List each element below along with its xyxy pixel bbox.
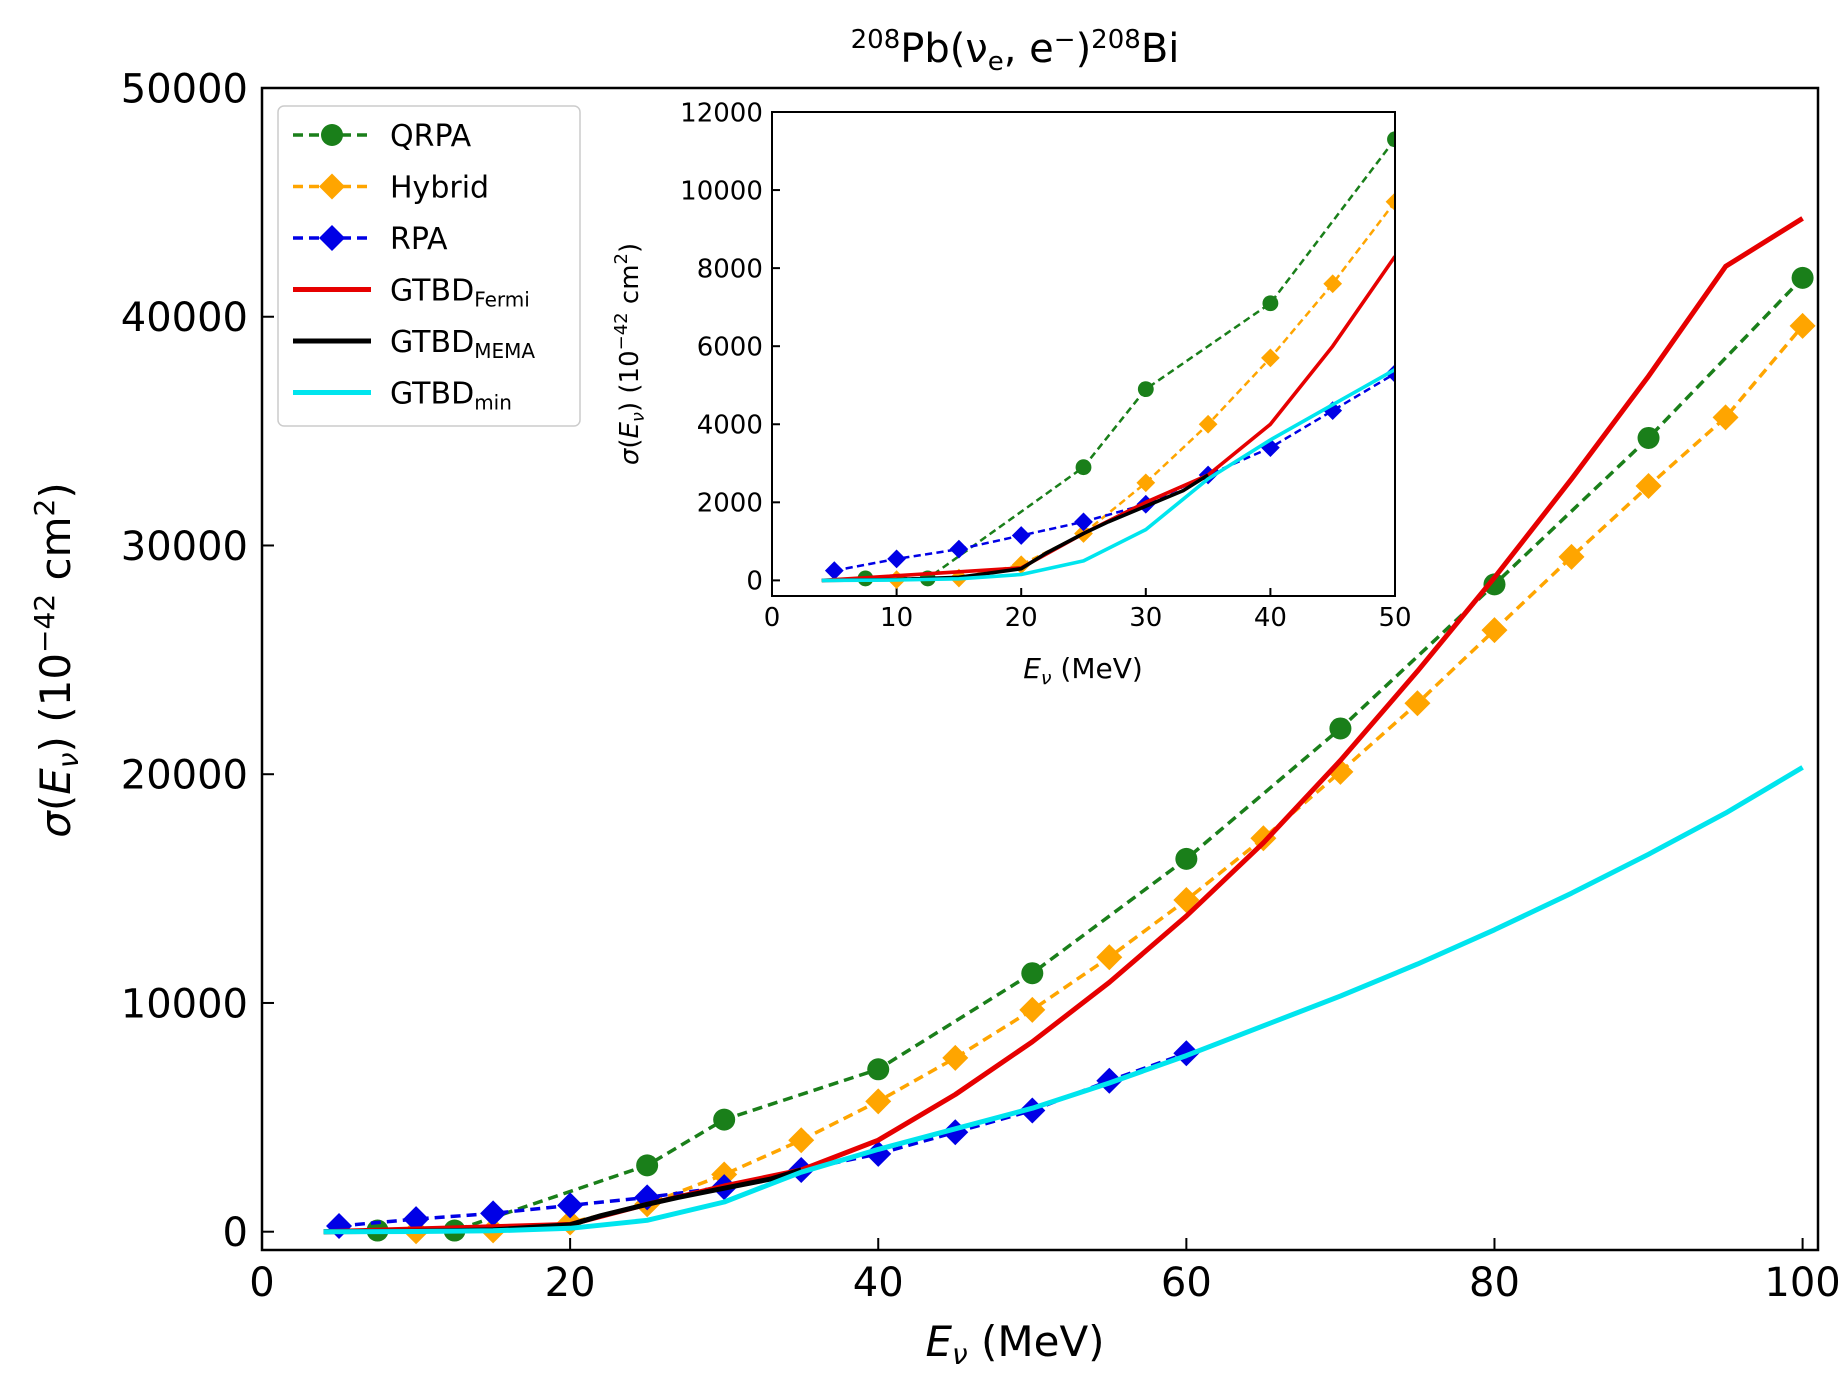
y-axis-label: σ(Eν) (10−42 cm2) (28, 482, 85, 837)
inset-data-point-rpa (1011, 526, 1031, 545)
x-tick-label: 100 (1764, 1260, 1838, 1306)
inset-data-point-hybrid (1385, 192, 1395, 212)
data-point-hybrid (1712, 404, 1739, 431)
data-point-qrpa (1483, 573, 1506, 596)
data-point-hybrid (942, 1044, 969, 1071)
inset-data-point-rpa (887, 549, 906, 569)
data-point-qrpa (636, 1154, 659, 1177)
inset-data-point-qrpa (1387, 131, 1395, 148)
inset-y-tick-label: 12000 (680, 98, 763, 128)
inset-x-tick-label: 20 (1005, 603, 1038, 633)
legend-label-hybrid: Hybrid (390, 171, 489, 206)
legend-label-gtbd_min: GTBDmin (390, 377, 512, 415)
inset-data-point-hybrid (1323, 274, 1343, 294)
inset-x-tick-label: 50 (1378, 603, 1411, 633)
data-point-rpa (557, 1192, 584, 1219)
inset-data-point-hybrid (1198, 414, 1218, 434)
x-tick-label: 60 (1161, 1260, 1212, 1306)
legend-label-qrpa: QRPA (390, 119, 472, 154)
plot-frame (260, 86, 1820, 1252)
data-point-rpa (480, 1200, 507, 1227)
x-tick-label: 0 (249, 1260, 274, 1306)
inset-x-tick-label: 0 (764, 603, 781, 633)
series-line-gtbd_min (323, 765, 1804, 1235)
data-point-qrpa (713, 1108, 736, 1131)
inset-x-tick-label: 40 (1254, 603, 1287, 633)
inset-data-point-rpa (1074, 512, 1093, 532)
inset-y-axis-label: σ(Eν) (10−42 cm2) (611, 243, 649, 465)
data-point-qrpa (1791, 266, 1814, 289)
x-tick-label: 40 (853, 1260, 904, 1306)
x-tick-label: 20 (545, 1260, 596, 1306)
inset-data-point-qrpa (1075, 459, 1092, 476)
inset-x-tick-label: 30 (1129, 603, 1162, 633)
inset-y-tick-label: 8000 (697, 254, 763, 284)
y-tick-label: 30000 (121, 524, 248, 570)
data-point-hybrid (1558, 543, 1585, 570)
legend-box (277, 105, 581, 427)
inset-data-point-hybrid (1011, 555, 1031, 575)
data-point-hybrid (1481, 617, 1508, 644)
data-point-hybrid (1789, 312, 1816, 339)
inset-axes: 0 10 20 30 40 50 0 2000 4000 6000 8000 10000 12000 (680, 98, 1411, 633)
legend-label-gtbd_fermi: GTBDFermi (390, 274, 530, 312)
inset-data-point-qrpa (1262, 295, 1279, 312)
data-point-qrpa (1021, 962, 1044, 985)
x-axis-label: Eν (MeV) (925, 1317, 1104, 1371)
data-point-hybrid (1096, 944, 1123, 971)
data-point-rpa (403, 1206, 430, 1233)
inset-data-point-qrpa (1137, 381, 1154, 398)
inset-data-point-hybrid (1261, 348, 1280, 368)
data-point-hybrid (1404, 690, 1431, 717)
inset-frame (771, 111, 1396, 597)
inset-y-tick-label: 4000 (697, 411, 763, 441)
y-tick-label: 50000 (121, 66, 248, 112)
legend-marker-rpa (319, 225, 345, 251)
data-point-hybrid (788, 1127, 815, 1154)
data-point-hybrid (1019, 996, 1046, 1023)
inset-data-point-rpa (1261, 438, 1280, 458)
inset-data-point-rpa (949, 539, 969, 559)
inset-data-point-hybrid (1136, 473, 1156, 493)
inset-y-tick-label: 6000 (697, 333, 763, 363)
legend-label-rpa: RPA (390, 222, 448, 257)
legend-marker-qrpa (321, 124, 343, 146)
data-point-qrpa (1175, 847, 1198, 870)
inset-y-tick-label: 10000 (680, 176, 763, 206)
inset-y-tick-label: 0 (746, 567, 763, 597)
y-tick-label: 40000 (121, 295, 248, 341)
inset-series-line-rpa (834, 372, 1395, 572)
data-point-qrpa (1637, 426, 1660, 449)
inset-x-tick-label: 10 (880, 603, 913, 633)
data-point-qrpa (867, 1058, 890, 1081)
inset-data-point-rpa (824, 561, 844, 580)
y-tick-label: 10000 (121, 981, 248, 1027)
chart-title: 208Pb(νe, e−)208Bi (851, 25, 1180, 77)
inset-series-line-gtbd_min (821, 368, 1395, 583)
legend: QRPA Hybrid RPA GTBDFermi GTBDMEMA GTBDmin (277, 105, 581, 427)
legend-label-gtbd_mema: GTBDMEMA (390, 325, 535, 363)
data-point-hybrid (1635, 473, 1662, 500)
data-point-qrpa (1329, 717, 1352, 740)
inset-y-tick-label: 2000 (697, 489, 763, 519)
y-tick-label: 20000 (121, 753, 248, 799)
inset-x-axis-label: Eν (MeV) (1023, 652, 1143, 689)
legend-marker-hybrid (319, 173, 345, 200)
y-tick-label: 0 (223, 1210, 248, 1256)
data-point-hybrid (1250, 825, 1277, 852)
x-tick-label: 80 (1469, 1260, 1520, 1306)
data-point-hybrid (865, 1088, 892, 1115)
